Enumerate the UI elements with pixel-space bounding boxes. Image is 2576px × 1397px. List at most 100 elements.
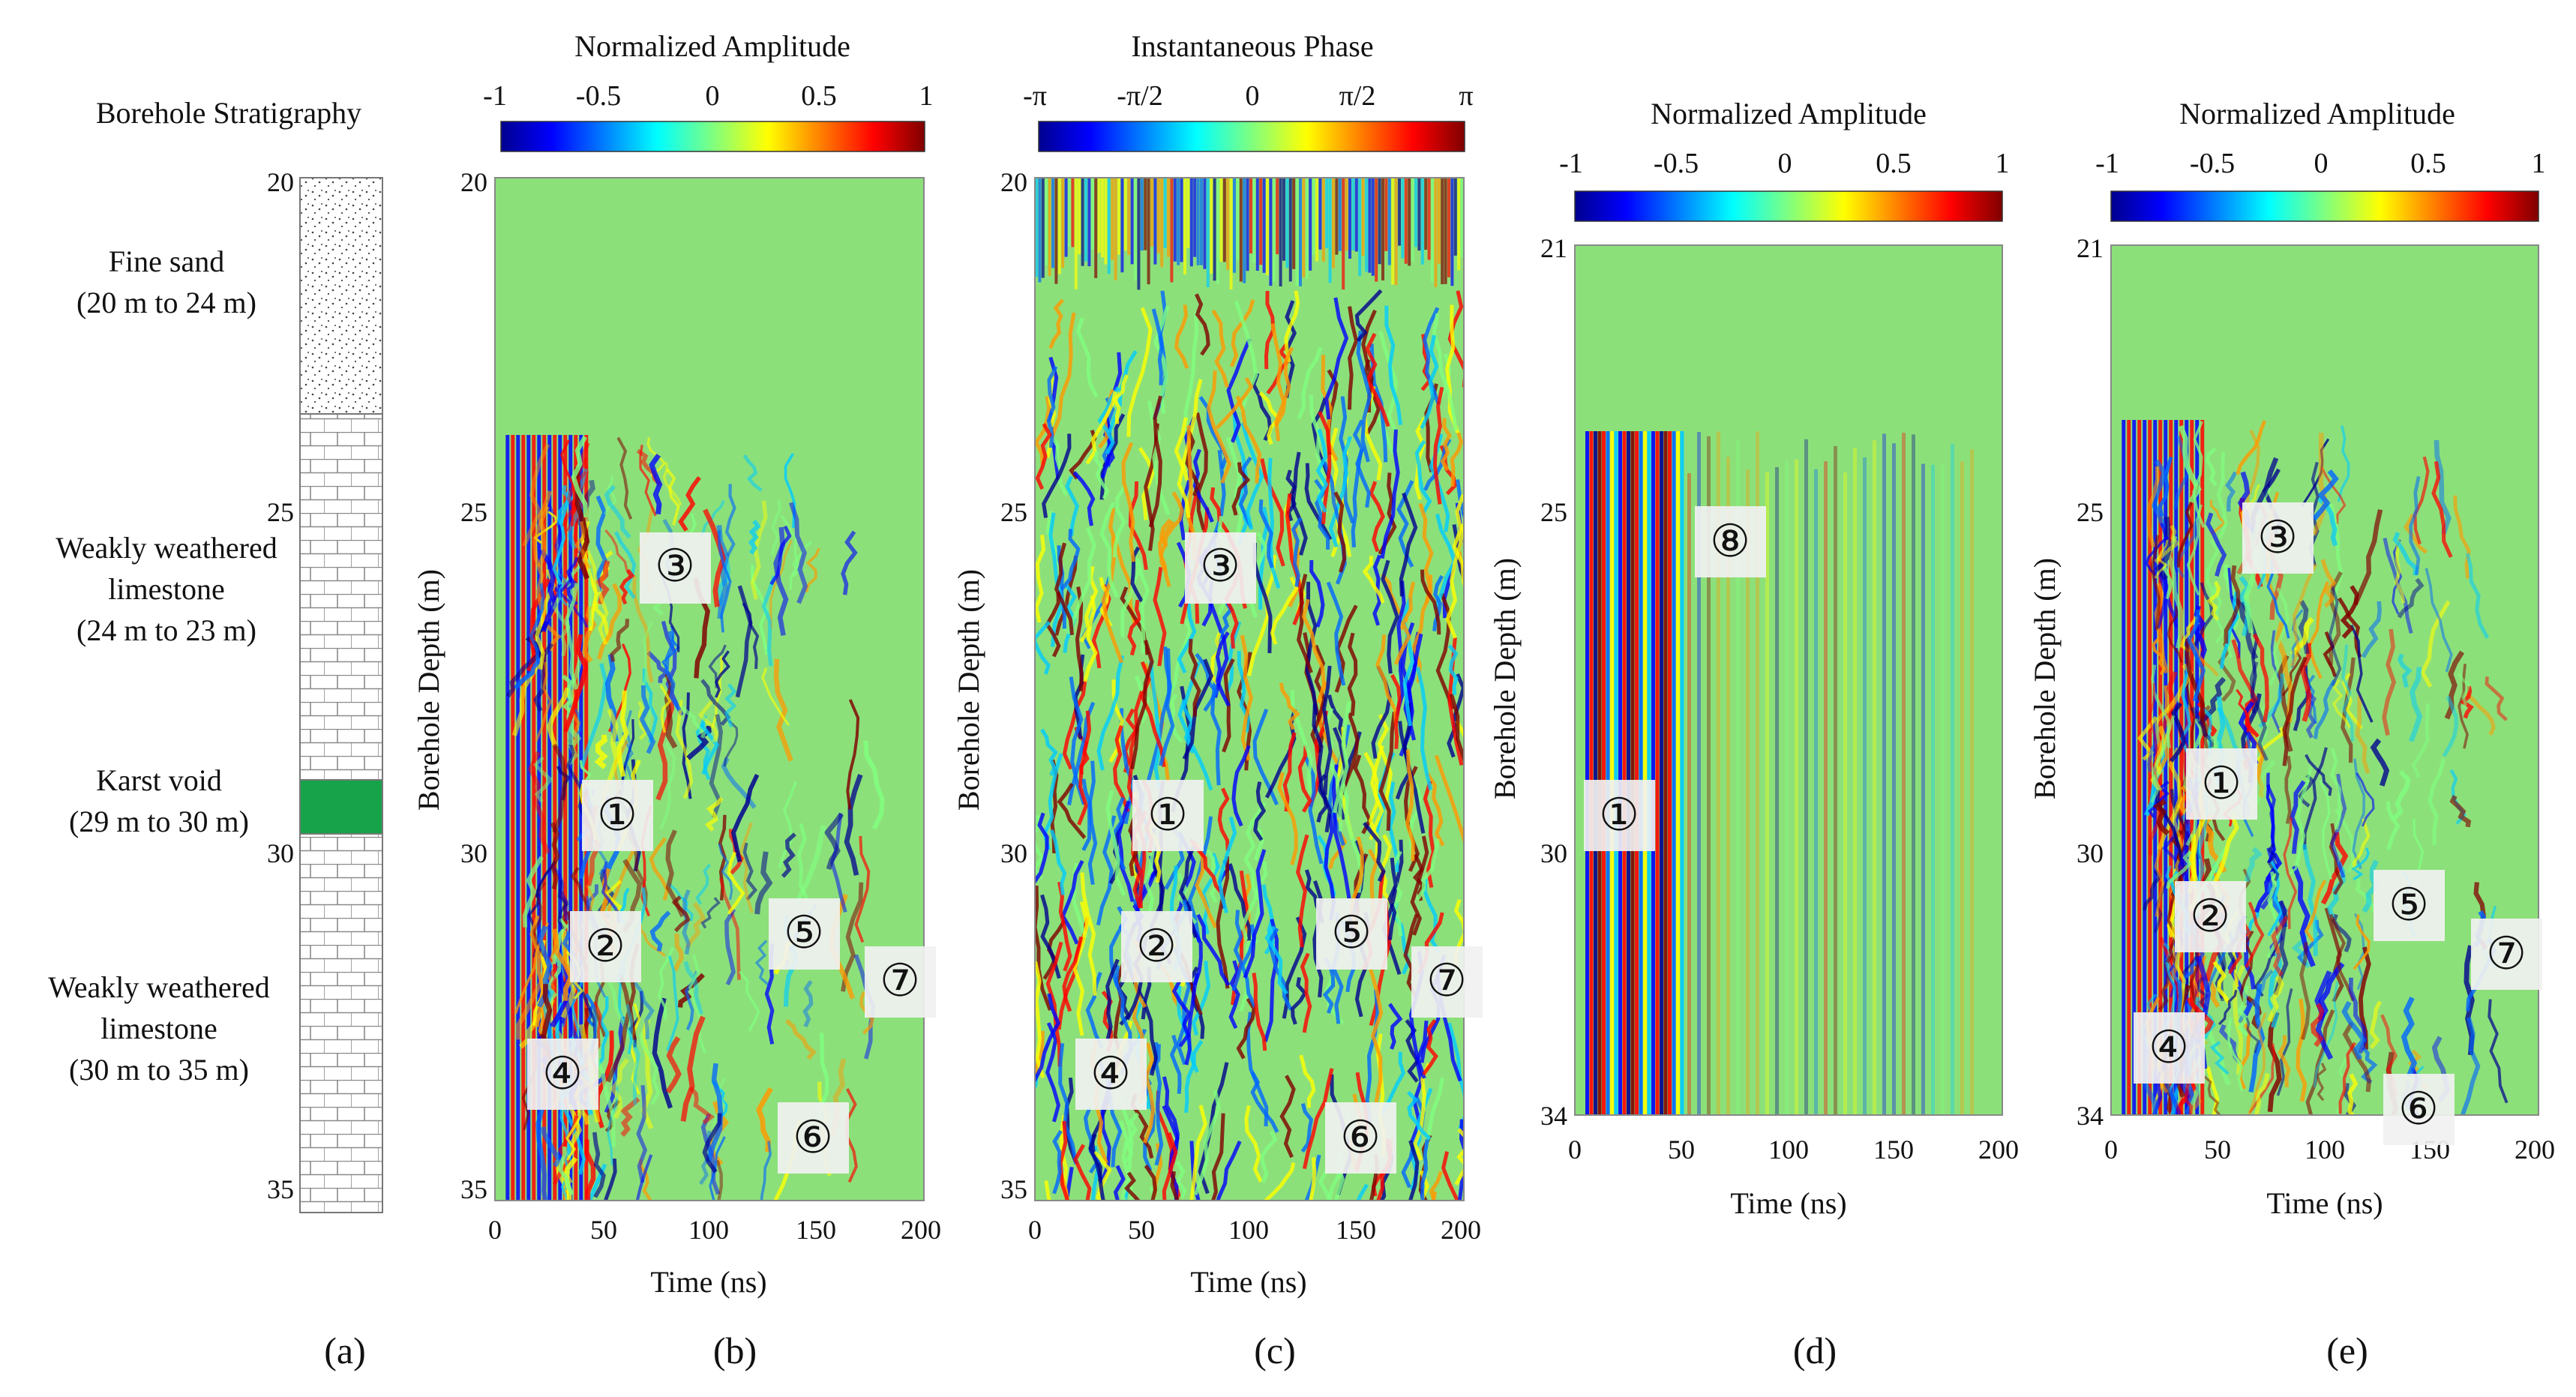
radar-event [2227,1017,2244,1092]
radar-stripe [1252,178,1256,264]
radar-stripe [1087,178,1091,267]
radar-event [1105,790,1126,896]
radar-event [1140,661,1166,767]
radar-event [2169,702,2187,763]
radar-event [2213,580,2226,644]
radar-event [2313,982,2339,1088]
radar-event [638,1159,652,1201]
radar-event [2341,657,2356,763]
radar-event [1052,1129,1063,1195]
radar-event [1097,386,1120,455]
radar-stripe [1921,463,1925,1115]
svg-text:④: ④ [2149,1023,2189,1072]
radar-event [2465,553,2490,640]
radar-event [1231,910,1244,991]
radar-event [1228,863,1252,941]
radar-stripe [1342,178,1345,290]
radar-event [1375,634,1398,725]
radar-event [1035,812,1049,885]
radar-event [761,575,777,667]
radar-event [649,453,663,514]
radar-event [2356,772,2375,827]
radar-event [2330,748,2342,830]
radar-stripe [1434,178,1438,287]
radar-stripe [1345,178,1348,251]
svg-text:⑤: ⑤ [784,908,824,958]
radar-event [551,928,574,1001]
colorbar-b-title: Normalized Amplitude [574,29,850,63]
radar-event [1388,1003,1403,1050]
radar-stripe [2164,420,2168,1115]
e-ytick-21: 21 [2077,233,2104,263]
b-xtick-150: 150 [796,1215,836,1245]
radar-stripe [1094,178,1098,278]
radar-event [1121,442,1135,562]
svg-text:③: ③ [1200,541,1240,591]
radar-event [587,1163,607,1201]
radar-event [2442,695,2459,757]
radar-event [1246,1012,1269,1127]
radar-event [1189,1141,1201,1201]
radar-event [1432,313,1458,431]
radar-event [2347,1073,2359,1115]
radar-event [2192,421,2206,529]
radar-event [659,685,672,733]
radar-event [2320,466,2347,524]
svg-text:③: ③ [655,541,695,591]
c-ytick-25: 25 [1000,497,1027,527]
radar-event [2206,538,2220,603]
radar-event [1049,829,1067,895]
b-marker-3: ③ [640,532,711,604]
radar-event [655,690,674,801]
layer-label-karst: Karst void [96,763,222,797]
radar-event [2299,942,2311,1040]
radar-event [2218,989,2238,1026]
radar-stripe [1196,178,1200,265]
panel-label-e: (e) [2326,1330,2368,1372]
radar-event [1058,1043,1078,1165]
depth-tick-30: 30 [267,838,294,868]
svg-text:④: ④ [1090,1049,1131,1099]
radar-stripe [1630,431,1635,1115]
radar-event [1169,1034,1182,1094]
radar-event [642,668,658,744]
colorbar-d-title: Normalized Amplitude [1651,97,1927,130]
radar-event [2305,690,2317,739]
radar-stripe [1246,178,1249,271]
colorbar-b-tick-2: -0.5 [576,80,621,112]
radar-stripe [532,435,536,1201]
radar-event [1042,433,1072,518]
radar-event [2278,1035,2291,1088]
radar-stripe [1606,431,1610,1115]
radar-event [2413,456,2430,545]
radar-event [552,597,571,657]
radar-event [2338,597,2362,658]
e-marker-6: ⑥ [2383,1074,2455,1145]
radar-stripe [1064,178,1068,257]
c-ytick-20: 20 [1000,167,1027,197]
radar-event [1363,358,1381,435]
radar-event [688,954,707,1054]
radar-event [727,851,745,915]
radar-event [1419,1170,1429,1201]
radar-event [1250,802,1267,861]
radar-event [1338,700,1351,832]
radar-event [1416,667,1433,790]
radar-stripe [1144,178,1147,250]
radar-event [788,502,808,604]
radar-event [2488,999,2509,1104]
radar-event [2179,1082,2191,1115]
radar-event [1195,293,1210,356]
radar-event [1318,411,1332,525]
radar-stripe [1084,178,1087,262]
radar-event [641,622,653,727]
radar-event [700,897,721,929]
c-marker-2: ② [1121,911,1192,982]
radar-event [2271,915,2289,977]
radar-event [528,751,550,854]
radar-event [2460,685,2474,719]
radar-event [714,650,730,698]
e-marker-4: ④ [2134,1012,2205,1084]
radar-stripe [1150,178,1153,247]
radar-stripe [2179,420,2184,1115]
